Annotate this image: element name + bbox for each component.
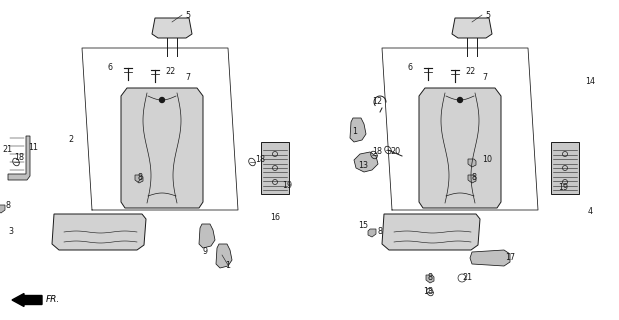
Text: 7: 7 bbox=[185, 74, 190, 83]
Polygon shape bbox=[470, 250, 510, 266]
Text: 2: 2 bbox=[68, 135, 73, 145]
Text: 15: 15 bbox=[358, 220, 368, 229]
Text: 8: 8 bbox=[428, 274, 433, 283]
Text: 22: 22 bbox=[165, 68, 175, 76]
Polygon shape bbox=[52, 214, 146, 250]
Text: 12: 12 bbox=[372, 98, 382, 107]
Text: 8: 8 bbox=[378, 228, 383, 236]
Polygon shape bbox=[135, 175, 143, 183]
Bar bbox=[261, 142, 289, 194]
Text: 8: 8 bbox=[5, 201, 10, 210]
Text: 22: 22 bbox=[465, 68, 475, 76]
Text: 6: 6 bbox=[408, 63, 413, 73]
Polygon shape bbox=[419, 88, 501, 208]
Polygon shape bbox=[382, 214, 480, 250]
FancyArrow shape bbox=[12, 293, 42, 307]
Polygon shape bbox=[350, 118, 366, 142]
Polygon shape bbox=[354, 152, 378, 172]
Text: 14: 14 bbox=[585, 77, 595, 86]
Circle shape bbox=[457, 98, 462, 102]
Text: 3: 3 bbox=[8, 228, 13, 236]
Text: 4: 4 bbox=[588, 207, 593, 217]
Text: 6: 6 bbox=[108, 63, 113, 73]
Text: 10: 10 bbox=[482, 156, 492, 164]
Polygon shape bbox=[216, 244, 232, 268]
Text: 17: 17 bbox=[505, 253, 515, 262]
Text: 19: 19 bbox=[282, 180, 292, 189]
Polygon shape bbox=[426, 275, 434, 283]
Text: 5: 5 bbox=[485, 11, 490, 20]
Polygon shape bbox=[368, 229, 376, 237]
Text: 19: 19 bbox=[558, 183, 568, 193]
Polygon shape bbox=[468, 175, 476, 183]
Polygon shape bbox=[452, 18, 492, 38]
Text: 20: 20 bbox=[390, 148, 400, 156]
Polygon shape bbox=[8, 136, 30, 180]
Text: 21: 21 bbox=[2, 146, 12, 155]
Text: 18: 18 bbox=[255, 156, 265, 164]
Text: 21: 21 bbox=[462, 274, 472, 283]
Circle shape bbox=[160, 98, 165, 102]
Polygon shape bbox=[0, 205, 5, 213]
Text: 1: 1 bbox=[352, 127, 357, 137]
Polygon shape bbox=[199, 224, 215, 248]
Text: 18: 18 bbox=[423, 287, 433, 297]
Text: 11: 11 bbox=[28, 143, 38, 153]
Text: 8: 8 bbox=[138, 173, 143, 182]
Text: 5: 5 bbox=[185, 11, 190, 20]
Polygon shape bbox=[152, 18, 192, 38]
Text: 7: 7 bbox=[482, 74, 487, 83]
Bar bbox=[551, 142, 579, 194]
Polygon shape bbox=[121, 88, 203, 208]
Text: 16: 16 bbox=[270, 213, 280, 222]
Text: 13: 13 bbox=[358, 161, 368, 170]
Text: 8: 8 bbox=[472, 173, 477, 182]
Text: 1: 1 bbox=[225, 260, 230, 269]
Text: 9: 9 bbox=[202, 247, 207, 257]
Text: 18: 18 bbox=[372, 148, 382, 156]
Polygon shape bbox=[468, 159, 476, 167]
Text: FR.: FR. bbox=[46, 295, 60, 305]
Text: 18: 18 bbox=[14, 154, 24, 163]
